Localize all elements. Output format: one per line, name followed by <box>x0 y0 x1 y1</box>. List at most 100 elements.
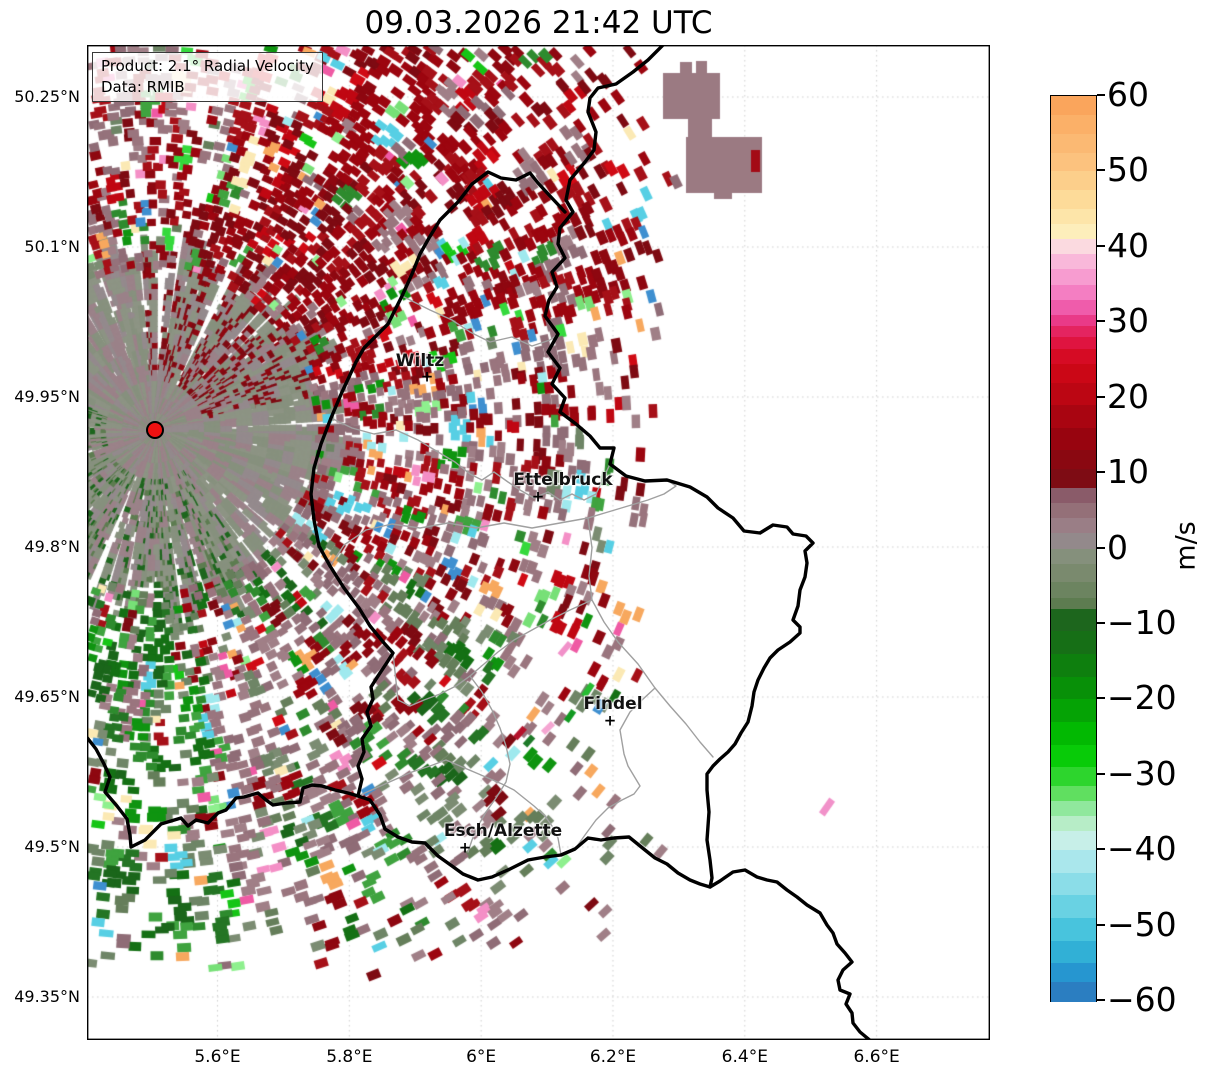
colorbar-band <box>1051 801 1096 817</box>
district-border-line <box>392 599 593 707</box>
colorbar-band <box>1051 744 1096 768</box>
colorbar-band <box>1051 469 1096 489</box>
colorbar-band <box>1051 582 1096 599</box>
city-label: Ettelbruck <box>513 470 613 490</box>
district-border-line <box>401 295 559 347</box>
colorbar-band <box>1051 767 1096 787</box>
colorbar-band <box>1051 503 1096 520</box>
colorbar-tick-mark <box>1097 621 1105 624</box>
plot-frame <box>87 45 990 1040</box>
district-border-line <box>330 417 611 501</box>
colorbar-band <box>1051 171 1096 191</box>
colorbar <box>1050 95 1097 1002</box>
lon-tick-label: 5.6°E <box>194 1047 241 1067</box>
colorbar-band <box>1051 405 1096 429</box>
colorbar-tick-label: 40 <box>1107 225 1149 265</box>
district-border-line <box>357 759 562 856</box>
colorbar-band <box>1051 786 1096 802</box>
colorbar-band <box>1051 284 1096 301</box>
colorbar-tick-label: 0 <box>1107 527 1128 567</box>
colorbar-band <box>1051 96 1096 116</box>
colorbar-band <box>1051 114 1096 135</box>
lon-tick-label: 6°E <box>466 1047 497 1067</box>
colorbar-band <box>1051 721 1096 746</box>
colorbar-tick-mark <box>1097 244 1105 247</box>
colorbar-band <box>1051 254 1096 271</box>
colorbar-tick-mark <box>1097 471 1105 474</box>
colorbar-band <box>1051 654 1096 678</box>
colorbar-band <box>1051 608 1096 633</box>
colorbar-band <box>1051 314 1096 327</box>
colorbar-tick-mark <box>1097 999 1105 1001</box>
colorbar-tick-mark <box>1097 169 1105 172</box>
country-border-line <box>87 734 712 889</box>
colorbar-band <box>1051 190 1096 210</box>
colorbar-band <box>1051 299 1096 316</box>
colorbar-band <box>1051 982 1096 1002</box>
lon-tick-label: 5.8°E <box>326 1047 373 1067</box>
map-borders-overlay <box>87 45 990 1040</box>
colorbar-band <box>1051 363 1096 384</box>
district-border-line <box>329 479 677 567</box>
colorbar-band <box>1051 918 1096 942</box>
colorbar-band <box>1051 940 1096 964</box>
colorbar-band <box>1051 488 1096 504</box>
colorbar-tick-mark <box>1097 772 1105 775</box>
colorbar-band <box>1051 518 1096 535</box>
colorbar-tick-label: 50 <box>1107 150 1149 190</box>
colorbar-band <box>1051 382 1096 406</box>
colorbar-band <box>1051 963 1096 983</box>
district-border-line <box>467 675 511 853</box>
colorbar-band <box>1051 676 1096 701</box>
colorbar-band <box>1051 348 1096 365</box>
lat-tick-label: 49.65°N <box>14 687 80 706</box>
radar-velocity-field-canvas <box>87 45 990 1040</box>
colorbar-band <box>1051 450 1096 470</box>
city-label: Esch/Alzette <box>443 821 563 841</box>
colorbar-tick-label: 60 <box>1107 75 1149 114</box>
colorbar-band <box>1051 269 1096 286</box>
colorbar-tick-mark <box>1097 320 1105 323</box>
colorbar-band <box>1051 597 1096 610</box>
colorbar-band <box>1051 631 1096 655</box>
colorbar-tick-mark <box>1097 697 1105 700</box>
colorbar-band <box>1051 239 1096 256</box>
city-marker: + <box>458 838 472 857</box>
colorbar-tick-label: 20 <box>1107 376 1149 416</box>
colorbar-band <box>1051 427 1096 452</box>
colorbar-band <box>1051 152 1096 173</box>
lat-tick-label: 50.25°N <box>14 87 80 106</box>
colorbar-band <box>1051 224 1096 240</box>
product-info-box: Product: 2.1° Radial Velocity Data: RMIB <box>92 52 323 103</box>
city-label: Wiltz <box>395 351 445 371</box>
city-marker: + <box>603 711 617 730</box>
colorbar-band <box>1051 816 1096 832</box>
colorbar-band <box>1051 563 1096 584</box>
colorbar-band <box>1051 209 1096 225</box>
district-border-line <box>587 517 714 758</box>
lat-tick-label: 49.35°N <box>14 987 80 1006</box>
colorbar-tick-mark <box>1097 923 1105 926</box>
colorbar-band <box>1051 326 1096 339</box>
colorbar-tick-label: −50 <box>1107 904 1177 944</box>
lat-tick-label: 49.95°N <box>14 387 80 406</box>
district-border-line <box>574 687 656 850</box>
colorbar-band <box>1051 337 1096 350</box>
lon-tick-label: 6.4°E <box>721 1047 768 1067</box>
colorbar-tick-mark <box>1097 546 1105 549</box>
colorbar-tick-label: −30 <box>1107 753 1177 793</box>
colorbar-tick-label: −40 <box>1107 829 1177 869</box>
colorbar-tick-label: 30 <box>1107 301 1149 341</box>
colorbar-tick-label: −60 <box>1107 980 1177 1019</box>
colorbar-tick-mark <box>1097 94 1105 96</box>
country-border-line <box>543 45 873 1040</box>
colorbar-band <box>1051 831 1096 851</box>
colorbar-band <box>1051 850 1096 874</box>
lon-tick-label: 6.6°E <box>853 1047 900 1067</box>
data-source-line: Data: RMIB <box>101 77 185 96</box>
colorbar-band <box>1051 548 1096 565</box>
product-line: Product: 2.1° Radial Velocity <box>101 57 314 75</box>
colorbar-tick-label: −20 <box>1107 678 1177 718</box>
colorbar-tick-label: 10 <box>1107 452 1149 492</box>
colorbar-band <box>1051 133 1096 154</box>
